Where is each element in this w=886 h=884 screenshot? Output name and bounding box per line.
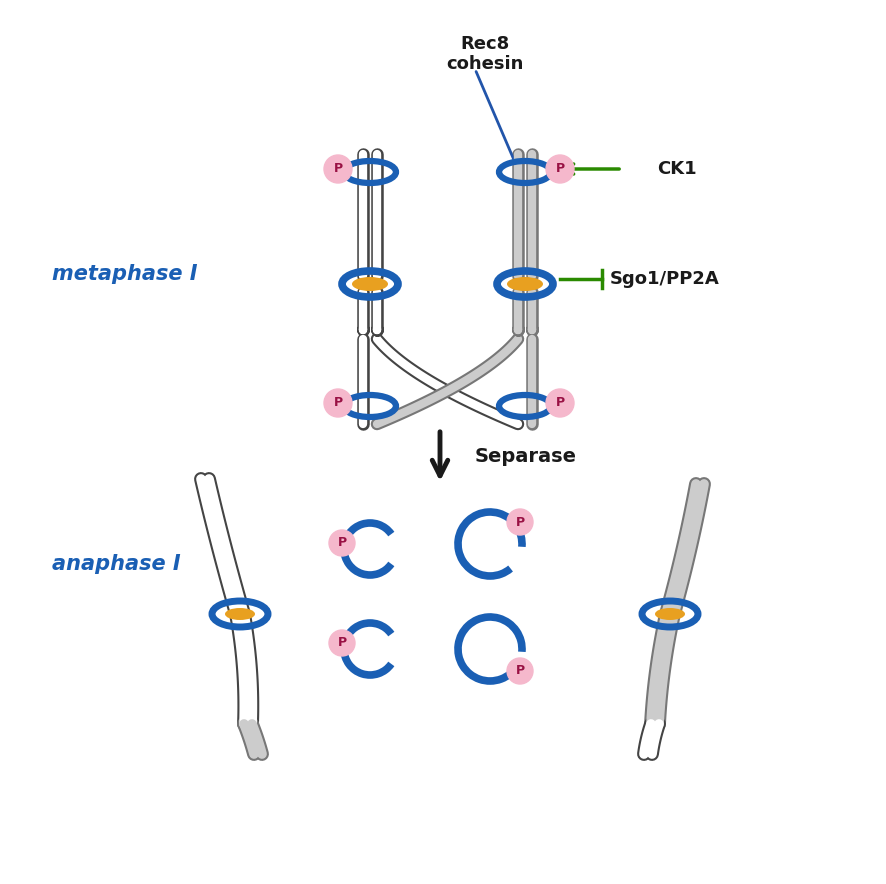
Text: Sgo1/PP2A: Sgo1/PP2A (610, 270, 719, 288)
Circle shape (507, 509, 533, 535)
Text: P: P (338, 537, 346, 550)
Text: P: P (556, 163, 564, 176)
Ellipse shape (352, 277, 388, 291)
Circle shape (329, 530, 355, 556)
Circle shape (507, 658, 533, 684)
Circle shape (329, 630, 355, 656)
Circle shape (324, 389, 352, 417)
Circle shape (324, 155, 352, 183)
Ellipse shape (507, 277, 543, 291)
Circle shape (546, 155, 574, 183)
Text: Rec8
cohesin: Rec8 cohesin (447, 34, 524, 73)
Text: P: P (333, 397, 343, 409)
Text: anaphase I: anaphase I (52, 554, 181, 574)
Text: metaphase I: metaphase I (52, 264, 198, 284)
Ellipse shape (225, 608, 255, 620)
Text: P: P (338, 636, 346, 650)
Text: P: P (556, 397, 564, 409)
Text: Separase: Separase (475, 447, 577, 466)
Text: CK1: CK1 (657, 160, 696, 178)
Text: P: P (516, 515, 525, 529)
Text: P: P (333, 163, 343, 176)
Text: P: P (516, 665, 525, 677)
Circle shape (546, 389, 574, 417)
Ellipse shape (655, 608, 685, 620)
